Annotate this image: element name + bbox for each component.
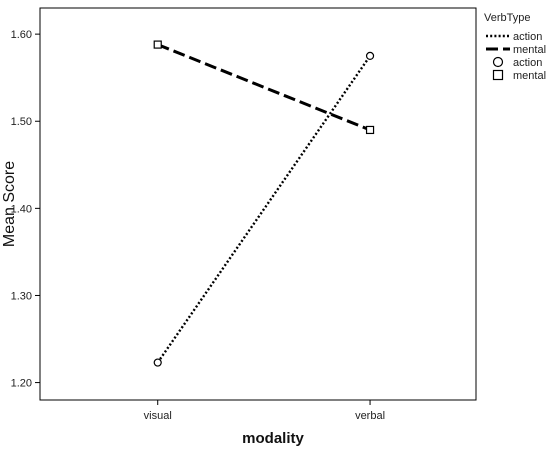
x-axis-ticks: visual verbal	[144, 400, 385, 422]
x-axis-title: modality	[242, 430, 304, 447]
data-point-action	[153, 358, 162, 367]
y-axis-title: Mean Score	[1, 161, 18, 247]
y-tick-label: 1.50	[11, 116, 32, 128]
series-layer	[153, 40, 375, 367]
y-tick-label: 1.40	[11, 203, 32, 215]
legend-title: VerbType	[484, 12, 530, 24]
plot-frame	[39, 7, 477, 401]
legend-marker-label: action	[513, 57, 542, 69]
legend-marker-swatch	[492, 69, 504, 81]
legend-marker-label: mental	[513, 70, 546, 82]
y-axis-ticks: 1.20 1.30 1.40 1.50 1.60	[11, 29, 40, 390]
x-tick-label: verbal	[355, 410, 385, 422]
y-tick-label: 1.60	[11, 29, 32, 41]
data-point-action	[365, 51, 375, 61]
legend-marker-swatch	[492, 56, 504, 68]
legend-line-label: mental	[513, 44, 546, 56]
x-tick-label: visual	[144, 410, 172, 422]
data-point-mental	[153, 40, 162, 49]
legend-line-label: action	[513, 31, 542, 43]
data-point-mental	[365, 125, 375, 135]
series-line-mental	[157, 43, 371, 132]
y-tick-label: 1.20	[11, 378, 32, 390]
series-line-action	[156, 55, 372, 364]
y-tick-label: 1.30	[11, 290, 32, 302]
